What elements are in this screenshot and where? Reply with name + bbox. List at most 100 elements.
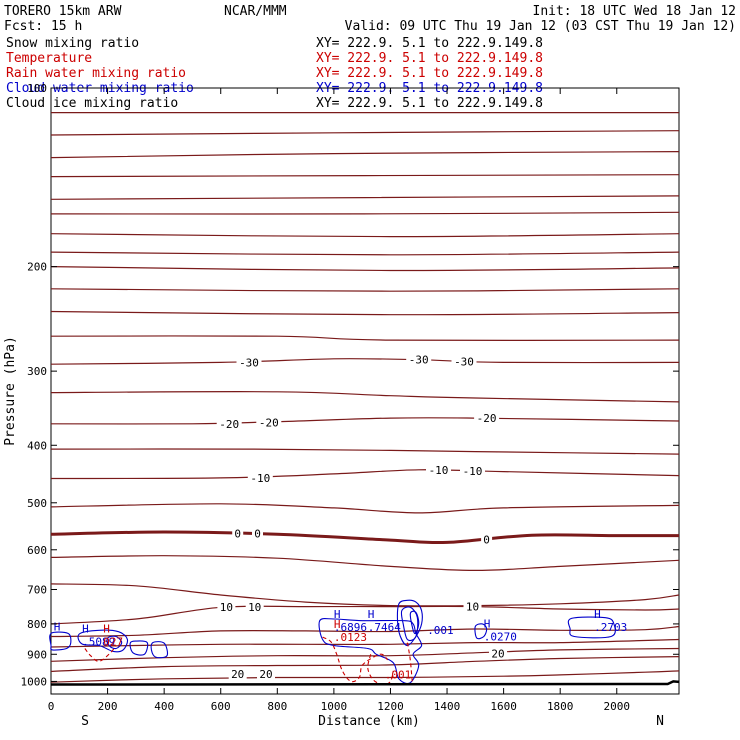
ground-layer: [50, 680, 680, 686]
isotherm--56: [50, 151, 680, 159]
isotherm-label-bg: [489, 646, 507, 660]
field-0-name: Snow mixing ratio: [6, 36, 139, 51]
y-tick-label: 600: [27, 544, 47, 557]
cloud-contour: [49, 631, 72, 651]
cloud-contour: [396, 599, 423, 647]
isotherm-label: 10: [248, 601, 261, 614]
isotherm--54: [50, 174, 680, 178]
isotherm-label: -20: [259, 416, 279, 429]
org-label: NCAR/MMM: [224, 4, 287, 19]
isotherm--20: [50, 417, 680, 425]
y-tick-label: 900: [27, 648, 47, 661]
cloud-layer: [49, 599, 616, 685]
isotherm-label-bg: [216, 416, 242, 430]
isotherm-label-bg: [247, 470, 273, 484]
north-label: N: [656, 714, 664, 729]
x-tick-label: 1200: [377, 700, 404, 713]
y-tick-label: 300: [27, 365, 47, 378]
max-value: .5089: [82, 635, 115, 648]
isotherm--42: [50, 288, 680, 292]
x-tick-label: 2000: [604, 700, 631, 713]
isotherm--36: [50, 335, 680, 342]
isotherm--48: [50, 233, 680, 238]
cloud-contour: [150, 641, 169, 659]
isotherm-label-bg: [252, 526, 263, 540]
isotherm-label-bg: [481, 532, 493, 546]
ground-line: [50, 680, 680, 686]
forecast-hour: Fcst: 15 h: [4, 19, 82, 34]
isotherm-label-bg: [406, 352, 432, 366]
x-tick-label: 400: [154, 700, 174, 713]
y-tick-label: 800: [27, 618, 47, 631]
south-label: S: [81, 714, 89, 729]
field-2-name: Rain water mixing ratio: [6, 66, 186, 81]
field-1-xy: XY= 222.9. 5.1 to 222.9.149.8: [316, 51, 543, 66]
isotherm-label-bg: [463, 599, 482, 613]
isotherm-label-bg: [256, 415, 282, 429]
isotherm--52: [50, 195, 680, 200]
max-value: .0123: [334, 631, 367, 644]
x-tick-label: 1800: [547, 700, 574, 713]
y-tick-label: 1000: [21, 675, 48, 688]
isotherm-label-bg: [460, 464, 485, 477]
max-marker: H: [54, 621, 61, 634]
isotherm-label-bg: [245, 599, 264, 613]
max-value: .001: [385, 668, 412, 681]
label-layer: -30 -30 -30-20 -20 -20-10-10 -100 0 010 10 102020…: [54, 352, 627, 681]
isotherm-label: 0: [234, 527, 241, 540]
x-tick-label: 0: [48, 700, 55, 713]
isotherm-label-bg: [257, 667, 275, 681]
max-marker: H: [103, 622, 110, 635]
y-tick-label: 700: [27, 584, 47, 597]
max-marker: H: [82, 622, 89, 635]
isotherm-label: 10: [466, 601, 479, 614]
x-tick-label: 600: [211, 700, 231, 713]
field-0-xy: XY= 222.9. 5.1 to 222.9.149.8: [316, 36, 543, 51]
isotherm-8: [50, 583, 680, 607]
isotherm-label-bg: [426, 462, 451, 476]
cloud-contour: [400, 606, 419, 641]
rain-contour: [84, 645, 117, 662]
cloud-contour: [567, 616, 616, 639]
y-tick-label: 100: [27, 82, 47, 95]
isotherm-label: -30: [454, 356, 474, 369]
rain-layer: [84, 636, 414, 686]
isotherm-label: -30: [409, 354, 429, 367]
cloud-contour: [106, 635, 123, 650]
isotherm-28: [50, 670, 680, 683]
x-tick-label: 800: [267, 700, 287, 713]
max-marker: H: [334, 618, 341, 631]
max-value: .0270: [484, 630, 517, 643]
max-marker: H: [484, 617, 491, 630]
max-value: 027: [103, 635, 123, 648]
isotherm-14: [50, 625, 680, 638]
x-tick-label: 1600: [490, 700, 517, 713]
max-value: .7464: [368, 621, 401, 634]
isotherm-label: -10: [250, 472, 270, 485]
isotherm-label-bg: [451, 354, 477, 368]
isotherm-label: -30: [239, 356, 259, 369]
max-value: .2703: [594, 621, 627, 634]
x-axis-label: Distance (km): [318, 714, 420, 729]
cloud-contour: [409, 610, 420, 635]
isotherm--46: [50, 251, 680, 256]
isotherm-24: [50, 656, 680, 672]
isotherm-10: [50, 605, 680, 625]
isotherm-label-bg: [232, 526, 244, 540]
isotherm--44: [50, 266, 680, 272]
isotherm-0: [50, 530, 680, 545]
field-1-name: Temperature: [6, 51, 92, 66]
rain-contour: [322, 636, 389, 683]
isotherm--10: [50, 469, 680, 480]
y-tick-label: 200: [27, 261, 47, 274]
x-tick-label: 200: [98, 700, 118, 713]
rain-contour: [406, 642, 414, 685]
y-tick-label: 500: [27, 497, 47, 510]
cloud-contour: [474, 623, 488, 640]
isotherm-label: 20: [491, 647, 504, 660]
max-marker: H: [368, 608, 375, 621]
cloud-contour: [318, 618, 423, 685]
plot-area: -30 -30 -30-20 -20 -20-10-10 -100 0 010 10 102020…: [21, 82, 680, 713]
isotherm-label: 10: [220, 601, 233, 614]
